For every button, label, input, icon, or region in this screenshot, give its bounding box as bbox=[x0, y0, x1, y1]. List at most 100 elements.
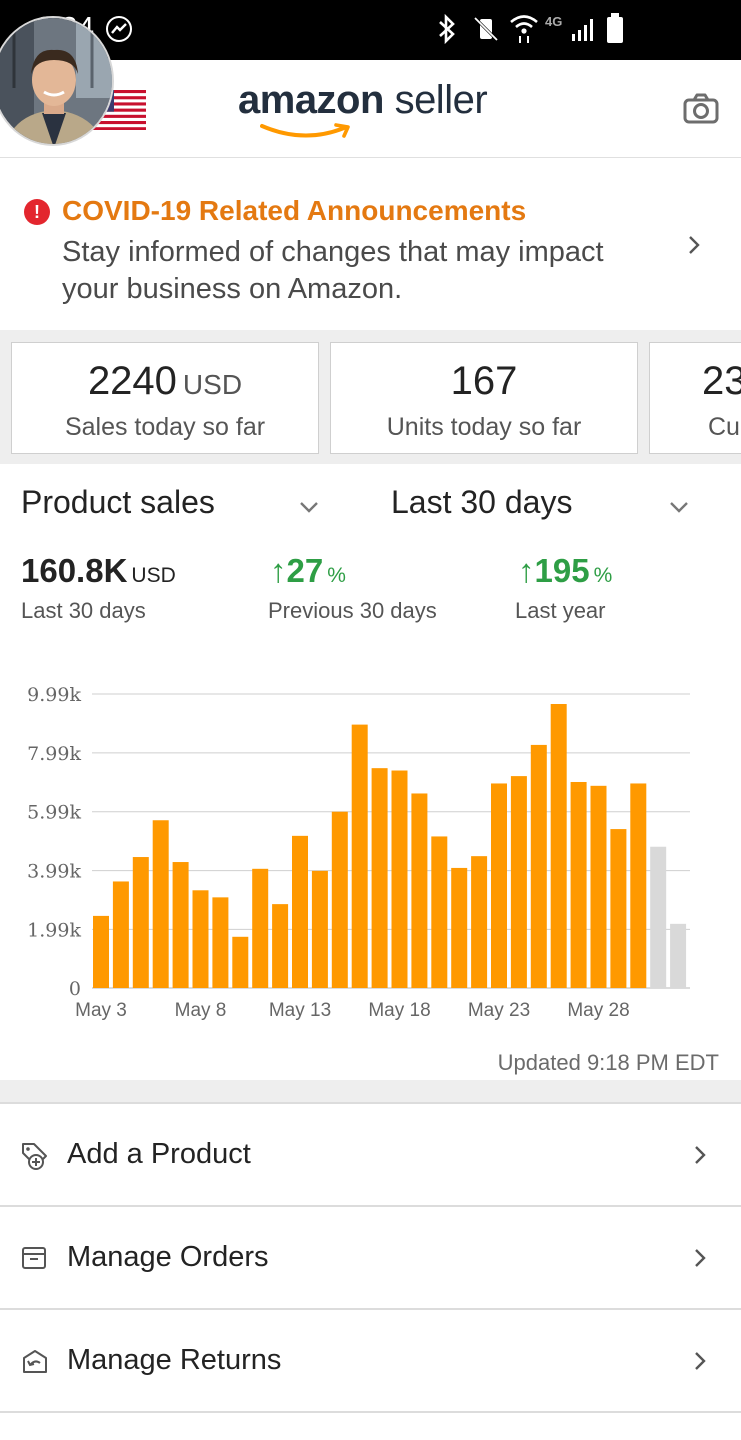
y-tick-label: 9.99k bbox=[27, 684, 81, 706]
bar-may-27 bbox=[570, 781, 587, 988]
bar-may-18 bbox=[391, 770, 408, 988]
bar-may-3 bbox=[93, 915, 109, 988]
returns-icon bbox=[23, 1350, 47, 1373]
stat-value: 195 bbox=[534, 552, 590, 589]
bluetooth-icon bbox=[439, 14, 455, 44]
sales-section: Product sales Last 30 days 160.8K USD Las… bbox=[0, 464, 741, 1080]
x-tick-label: May 3 bbox=[75, 1000, 127, 1021]
stat-previous-period: ↑27% bbox=[270, 552, 346, 590]
chevron-down-icon[interactable] bbox=[298, 500, 320, 514]
amazon-seller-logo: amazon seller bbox=[238, 78, 508, 138]
stat-label: Previous 30 days bbox=[268, 598, 437, 623]
kpi-card-sales[interactable]: 2240 USD Sales today so far bbox=[11, 342, 319, 454]
manage-orders-row[interactable]: Manage Orders bbox=[0, 1207, 741, 1310]
chevron-right-icon bbox=[695, 1146, 706, 1164]
bar-may-10 bbox=[232, 936, 249, 988]
bar-may-7 bbox=[172, 862, 189, 988]
kpi-value: 2240 bbox=[87, 359, 177, 403]
amazon-smile-icon bbox=[260, 123, 350, 138]
kpi-label: Sales today so far bbox=[64, 413, 266, 441]
bar-may-29 bbox=[610, 829, 627, 988]
bar-may-11 bbox=[252, 868, 269, 988]
chevron-right-icon bbox=[695, 1352, 706, 1370]
messenger-icon bbox=[106, 16, 132, 42]
network-type-label: 4G bbox=[545, 14, 563, 29]
bar-may-23 bbox=[491, 783, 507, 988]
stat-unit: USD bbox=[131, 564, 176, 587]
kpi-card-partial[interactable]: 23 Cu bbox=[649, 342, 741, 454]
bar-may-24 bbox=[510, 776, 527, 988]
updated-timestamp: Updated 9:18 PM EDT bbox=[497, 1050, 719, 1075]
x-tick-label: May 18 bbox=[368, 1000, 430, 1021]
x-tick-label: May 13 bbox=[269, 1000, 331, 1021]
alert-icon: ! bbox=[24, 199, 50, 225]
bar-may-14 bbox=[311, 870, 328, 988]
bar-may-31 bbox=[650, 846, 667, 988]
kpi-card-units[interactable]: 167 Units today so far bbox=[330, 342, 638, 454]
arrow-up-icon: ↑ bbox=[270, 552, 287, 589]
chevron-right-icon bbox=[689, 236, 700, 254]
logo-amazon-text: amazon bbox=[238, 78, 384, 122]
x-tick-label: May 8 bbox=[175, 1000, 227, 1021]
wifi-icon bbox=[510, 15, 538, 43]
bar-jun-1 bbox=[670, 923, 687, 988]
bar-may-28 bbox=[590, 785, 607, 988]
y-tick-label: 3.99k bbox=[27, 861, 81, 883]
stat-label: Last 30 days bbox=[21, 598, 146, 623]
bar-may-15 bbox=[331, 811, 348, 988]
kpi-label: Units today so far bbox=[386, 413, 582, 441]
bar-may-22 bbox=[471, 856, 488, 988]
manage-returns-row[interactable]: Manage Returns bbox=[0, 1310, 741, 1413]
stat-label: Last year bbox=[515, 598, 606, 623]
bar-may-6 bbox=[152, 820, 169, 988]
action-label: Add a Product bbox=[67, 1138, 251, 1170]
kpi-value: 23 bbox=[702, 359, 741, 403]
signal-icon bbox=[572, 19, 593, 41]
period-selector[interactable]: Last 30 days bbox=[391, 484, 573, 520]
kpi-value: 167 bbox=[450, 359, 518, 403]
stat-value: 27 bbox=[286, 552, 324, 589]
x-tick-label: May 23 bbox=[468, 1000, 530, 1021]
y-tick-label: 1.99k bbox=[27, 919, 81, 941]
add-product-icon bbox=[22, 1143, 47, 1170]
covid-announcement-banner[interactable]: ! COVID-19 Related Announcements Stay in… bbox=[0, 158, 741, 330]
status-icons: 4G bbox=[421, 0, 741, 60]
bar-may-17 bbox=[371, 768, 388, 988]
x-tick-label: May 28 bbox=[567, 1000, 629, 1021]
bar-may-4 bbox=[112, 881, 129, 988]
add-product-row[interactable]: Add a Product bbox=[0, 1104, 741, 1207]
bar-may-20 bbox=[431, 836, 448, 988]
sales-bar-chart: 0 1.99k 3.99k 5.99k 7.99k 9.99k May 3 May 8 May … bbox=[27, 684, 690, 1021]
action-label: Manage Returns bbox=[67, 1344, 282, 1376]
action-label: Manage Orders bbox=[67, 1241, 269, 1273]
kpi-unit: USD bbox=[182, 369, 243, 400]
stat-last-year: ↑195% bbox=[518, 552, 612, 590]
y-tick-label: 7.99k bbox=[27, 743, 81, 765]
kpi-label: Cu bbox=[708, 413, 740, 441]
bar-may-30 bbox=[630, 783, 647, 988]
kpi-row: 2240 USD Sales today so far 167 Units tod… bbox=[0, 330, 741, 464]
bar-may-25 bbox=[530, 744, 547, 988]
action-list: Add a Product Manage Orders Manage Retur… bbox=[0, 1102, 741, 1413]
status-bar: 9:34 4G bbox=[0, 0, 741, 60]
arrow-up-icon: ↑ bbox=[518, 552, 535, 589]
bar-may-21 bbox=[451, 867, 468, 988]
bar-may-5 bbox=[132, 857, 149, 988]
bar-may-13 bbox=[292, 835, 308, 988]
vibrate-mute-icon bbox=[473, 16, 499, 42]
camera-icon[interactable] bbox=[683, 92, 719, 124]
bar-may-9 bbox=[212, 897, 229, 988]
bar-may-12 bbox=[272, 904, 289, 988]
stat-value: 160.8K bbox=[21, 552, 128, 589]
metric-selector[interactable]: Product sales bbox=[21, 484, 215, 520]
battery-icon bbox=[607, 13, 623, 43]
bar-may-16 bbox=[351, 724, 368, 988]
announcement-title: COVID-19 Related Announcements bbox=[62, 195, 527, 226]
y-tick-label: 5.99k bbox=[27, 802, 81, 824]
announcement-description: Stay informed of changes that may impact… bbox=[62, 236, 604, 305]
bar-may-8 bbox=[192, 890, 209, 988]
logo-seller-text: seller bbox=[394, 78, 488, 122]
chevron-down-icon[interactable] bbox=[668, 500, 690, 514]
bar-may-26 bbox=[550, 704, 567, 988]
stat-unit: % bbox=[327, 564, 346, 587]
